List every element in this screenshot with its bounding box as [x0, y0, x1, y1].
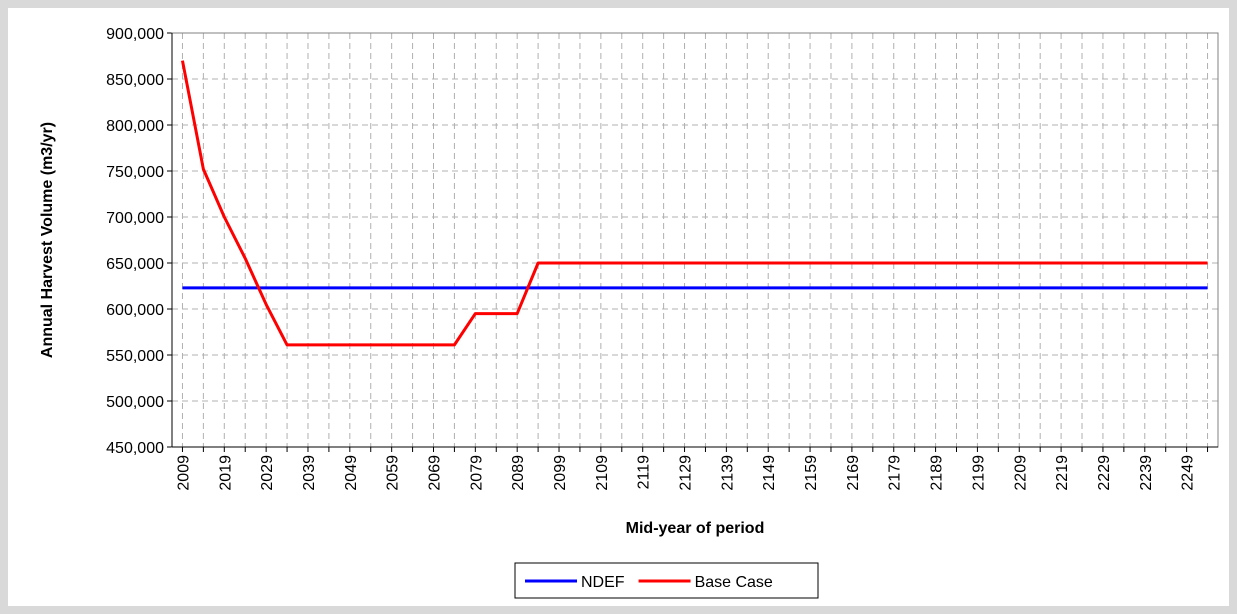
x-tick-label: 2189	[929, 455, 946, 491]
x-tick-label: 2099	[552, 455, 569, 491]
x-tick-label: 2169	[845, 455, 862, 491]
y-tick-label: 600,000	[106, 302, 164, 319]
y-tick-label: 700,000	[106, 210, 164, 227]
x-tick-label: 2179	[887, 455, 904, 491]
x-tick-label: 2129	[678, 455, 695, 491]
y-tick-label: 450,000	[106, 440, 164, 457]
y-tick-label: 800,000	[106, 118, 164, 135]
y-tick-label: 850,000	[106, 72, 164, 89]
chart-background	[8, 8, 1229, 606]
x-tick-label: 2119	[636, 455, 653, 490]
x-tick-label: 2249	[1180, 455, 1197, 491]
x-tick-label: 2049	[343, 455, 360, 491]
legend-label: Base Case	[695, 574, 773, 591]
x-tick-label: 2159	[803, 455, 820, 491]
y-axis-title: Annual Harvest Volume (m3/yr)	[39, 122, 56, 358]
x-tick-label: 2199	[970, 455, 987, 491]
y-tick-label: 650,000	[106, 256, 164, 273]
x-tick-label: 2009	[175, 455, 192, 491]
legend: NDEF Base Case	[514, 562, 819, 599]
x-tick-label: 2079	[468, 455, 485, 491]
x-tick-label: 2039	[301, 455, 318, 491]
x-tick-label: 2089	[510, 455, 527, 491]
x-tick-label: 2239	[1138, 455, 1155, 491]
y-tick-label: 900,000	[106, 26, 164, 43]
x-tick-label: 2109	[594, 455, 611, 491]
x-tick-label: 2029	[259, 455, 276, 491]
x-tick-label: 2149	[761, 455, 778, 491]
x-tick-label: 2019	[217, 455, 234, 491]
y-tick-label: 500,000	[106, 394, 164, 411]
x-tick-label: 2209	[1012, 455, 1029, 491]
x-tick-label: 2219	[1054, 455, 1071, 491]
x-tick-label: 2059	[385, 455, 402, 491]
y-tick-label: 550,000	[106, 348, 164, 365]
series-line	[180, 60, 1208, 347]
x-axis-title: Mid-year of period	[626, 520, 765, 537]
x-tick-label: 2069	[427, 455, 444, 491]
x-tick-label: 2139	[719, 455, 736, 491]
y-tick-label: 750,000	[106, 164, 164, 181]
x-tick-label: 2229	[1096, 455, 1113, 491]
legend-label: NDEF	[581, 574, 625, 591]
